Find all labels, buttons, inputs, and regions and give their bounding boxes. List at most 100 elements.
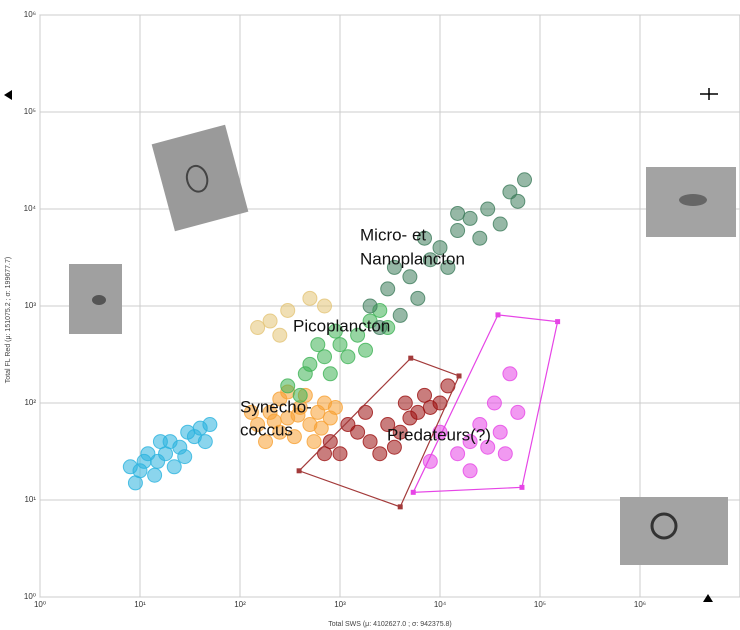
point (417, 387, 433, 403)
point (332, 446, 348, 462)
cell (92, 295, 106, 305)
gate-vertex (296, 468, 302, 474)
point (502, 366, 518, 382)
gate-vertex (397, 504, 403, 510)
point (362, 298, 378, 314)
points-layer (122, 172, 561, 510)
point (372, 446, 388, 462)
point (243, 404, 259, 420)
axis-marker (703, 594, 713, 602)
point (492, 216, 508, 232)
point (362, 434, 378, 450)
axis-marker (4, 90, 12, 100)
annotation: Picoplancton (293, 316, 390, 335)
point (290, 407, 306, 423)
point (358, 342, 374, 358)
x-tick-label: 10⁰ (34, 600, 46, 609)
x-tick-label: 10³ (334, 600, 346, 609)
point (432, 240, 448, 256)
point (372, 320, 388, 336)
point (313, 420, 329, 436)
point (280, 378, 296, 394)
point (127, 475, 143, 491)
point (397, 395, 413, 411)
gate-vertex (519, 484, 525, 490)
point (510, 193, 526, 209)
point (358, 404, 374, 420)
point (380, 417, 396, 433)
y-tick-label: 10¹ (24, 495, 36, 504)
point (340, 349, 356, 365)
y-tick-label: 10⁶ (24, 10, 36, 19)
gate-vertex (495, 312, 501, 318)
point (152, 434, 168, 450)
annotation: Predateurs(?) (387, 425, 491, 444)
point (262, 313, 278, 329)
x-tick-label: 10⁵ (534, 600, 546, 609)
cell (185, 164, 209, 193)
gate-vertex (408, 355, 414, 361)
annotation: Synecho- (240, 397, 312, 416)
point (480, 439, 496, 455)
y-tick-label: 10² (24, 398, 36, 407)
point (450, 446, 466, 462)
point (492, 424, 508, 440)
point (392, 307, 408, 323)
point (517, 172, 533, 188)
point (317, 446, 333, 462)
point (402, 269, 418, 285)
gate-vertex (555, 319, 561, 325)
grid-layer: 10⁰ 10¹ 10² 10³ 10⁴ 10⁵ 10⁶ 10⁰ 10¹ 10² 10³ 10⁴ 10⁵ 1… (24, 10, 740, 609)
annotations: Micro- et Nanoplancton Picoplancton Syne… (240, 225, 491, 444)
point (497, 446, 513, 462)
y-tick-label: 10⁵ (24, 107, 36, 116)
point (386, 259, 402, 275)
point (450, 205, 466, 221)
point (317, 349, 333, 365)
point (136, 453, 152, 469)
point (266, 413, 282, 429)
x-tick-label: 10⁶ (634, 600, 646, 609)
x-axis-title: Total SWS (μ: 4102627.0 ; σ: 942375.8) (328, 621, 452, 628)
point (272, 327, 288, 343)
axis-marker (700, 88, 718, 100)
annotation: Micro- et (360, 225, 426, 244)
cell (650, 512, 678, 540)
x-tick-label: 10¹ (134, 600, 146, 609)
point (440, 259, 456, 275)
point (147, 467, 163, 483)
point (306, 434, 322, 450)
point (250, 320, 266, 336)
point (302, 290, 318, 306)
y-tick-label: 10⁴ (24, 204, 37, 213)
point (392, 424, 408, 440)
point (297, 366, 313, 382)
point (258, 434, 274, 450)
point (422, 252, 438, 268)
point (197, 434, 213, 450)
point (322, 434, 338, 450)
point (340, 417, 356, 433)
point (462, 210, 478, 226)
point (327, 399, 343, 415)
point (250, 417, 266, 433)
x-tick-label: 10⁴ (434, 600, 447, 609)
point (166, 459, 182, 475)
y-axis-title: Total FL Red (μ: 151075.2 ; σ: 199677.7) (5, 257, 12, 383)
point (327, 323, 343, 339)
point (462, 463, 478, 479)
point (410, 404, 426, 420)
cell-image (151, 124, 249, 232)
cell-images (69, 124, 736, 565)
annotation: Nanoplancton (360, 249, 465, 268)
point (472, 417, 488, 433)
point (122, 459, 138, 475)
point (177, 449, 193, 465)
point (322, 366, 338, 382)
gate-vertex (410, 489, 416, 495)
point (310, 337, 326, 353)
point (510, 404, 526, 420)
annotation: coccus (240, 420, 293, 439)
point (462, 434, 478, 450)
